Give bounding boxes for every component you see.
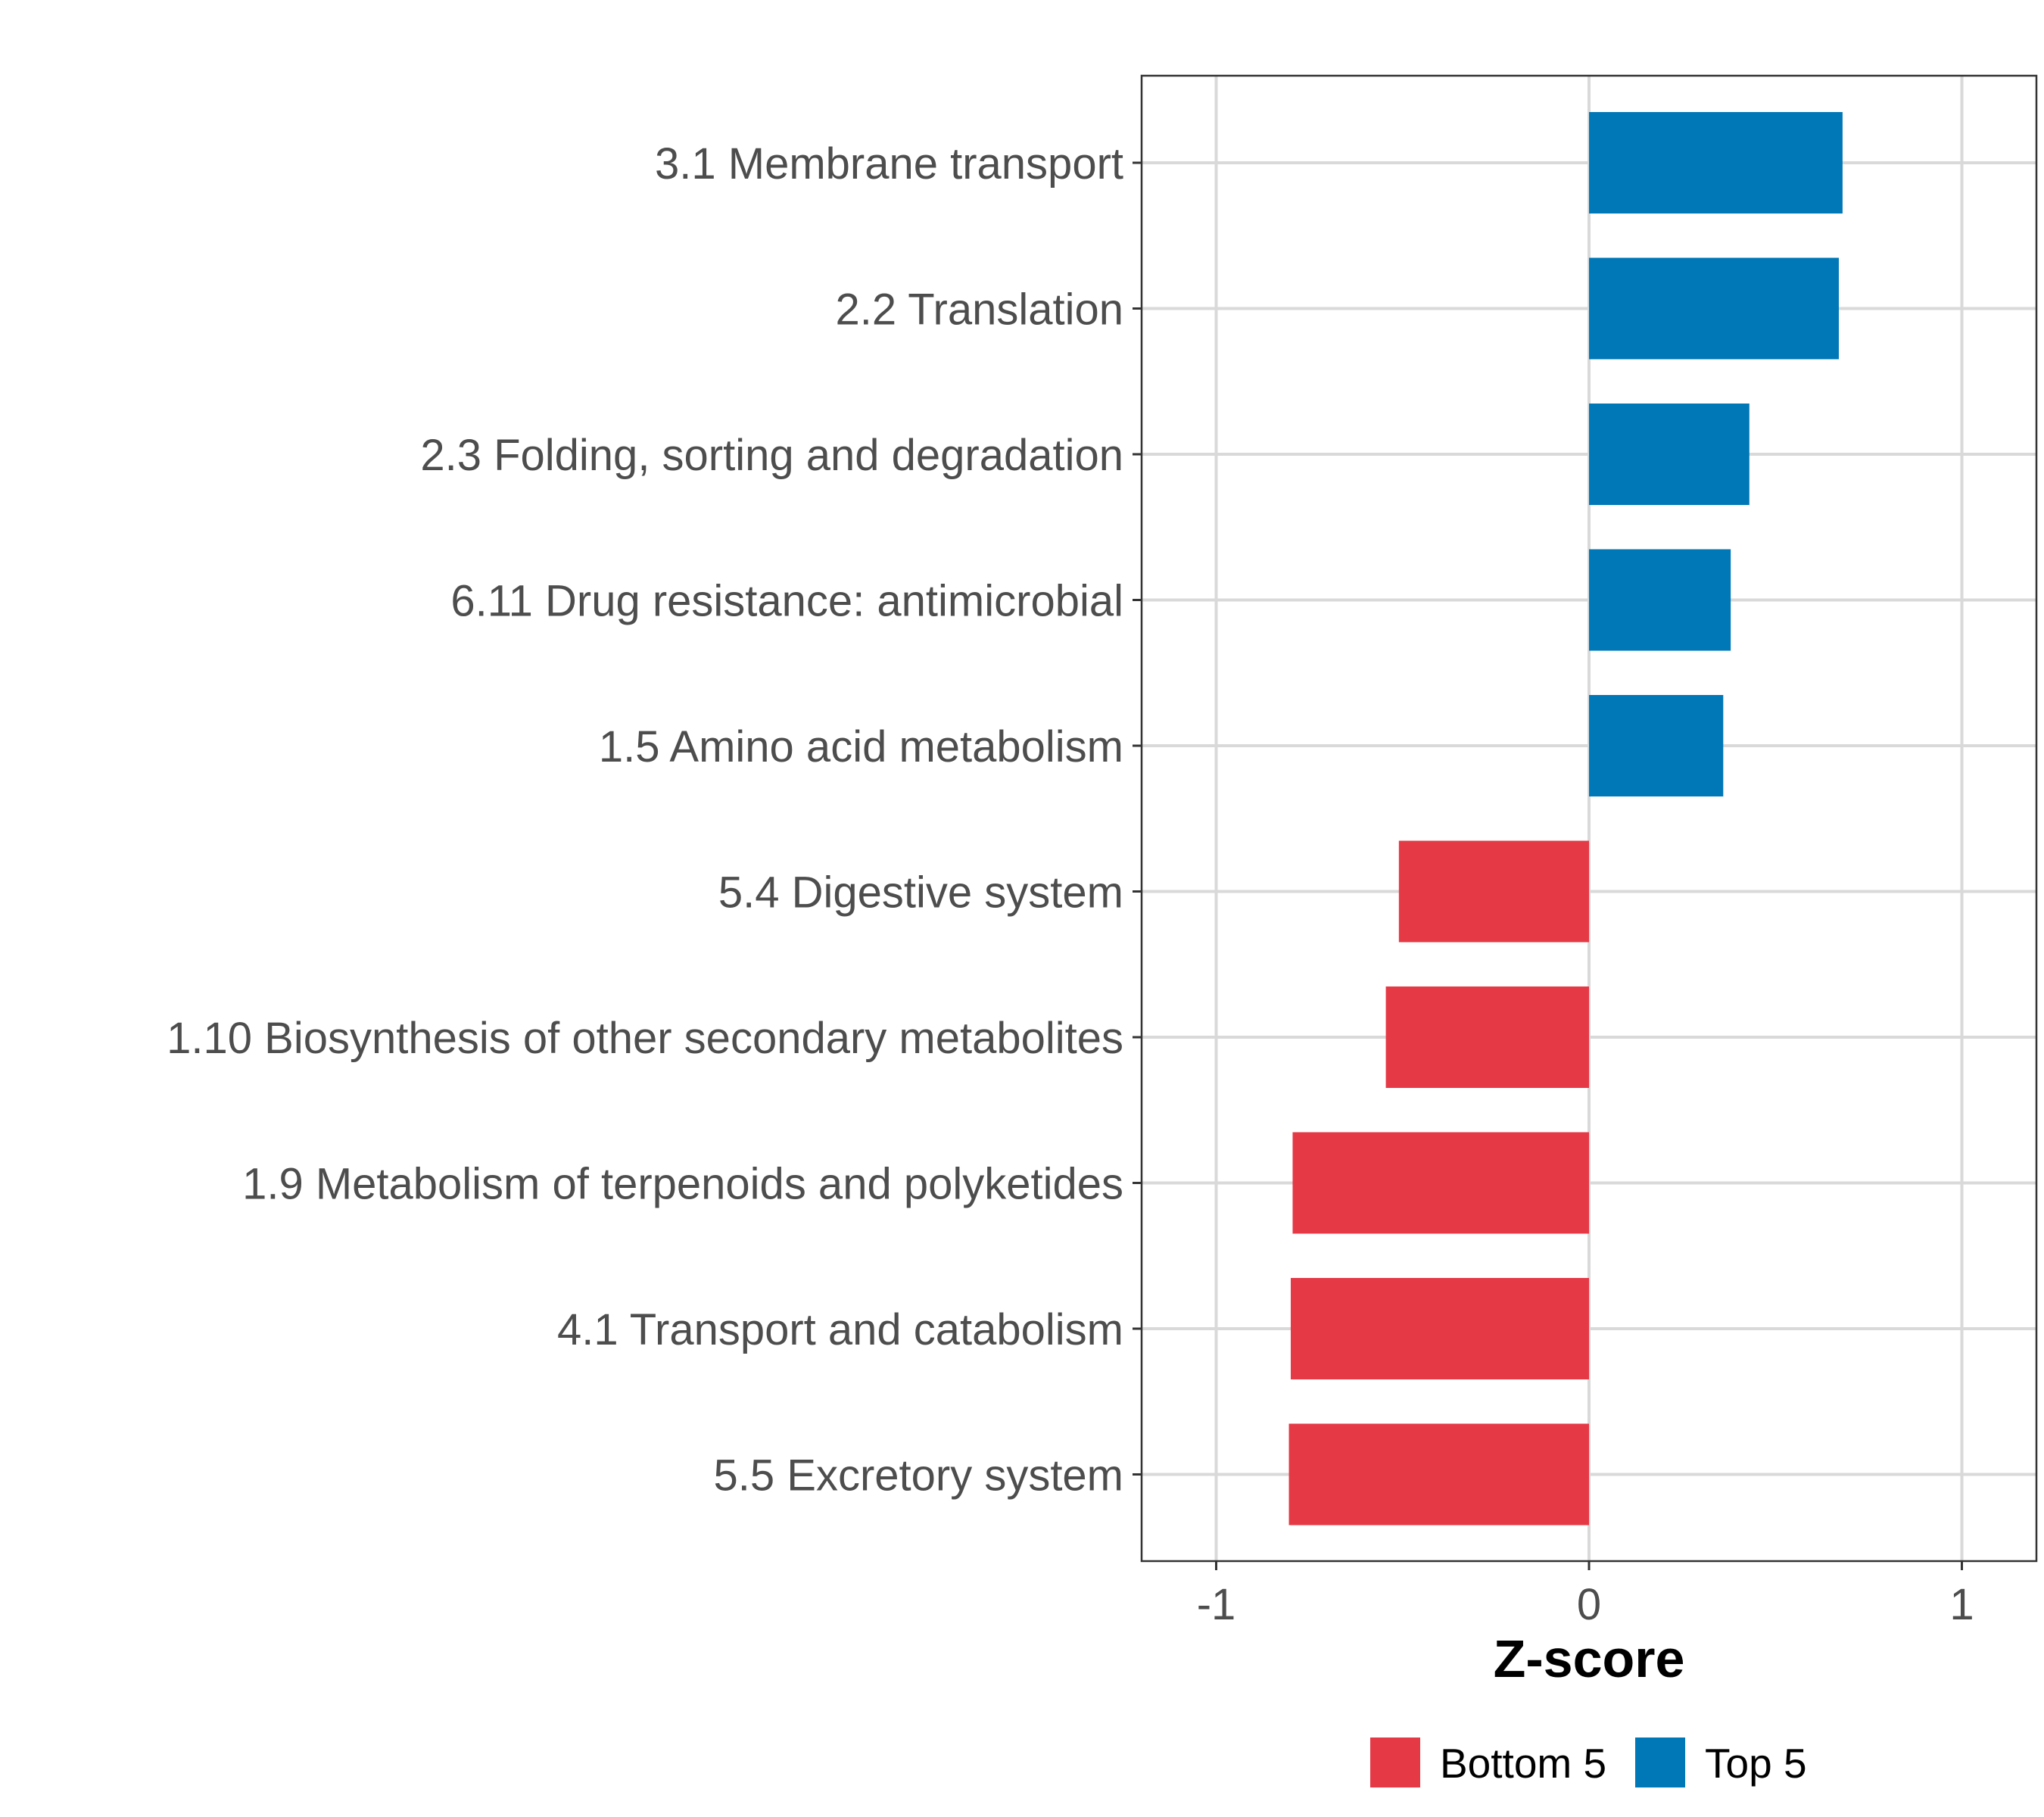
x-tick-label: -1 <box>1197 1580 1236 1629</box>
category-label: 1.9 Metabolism of terpenoids and polyket… <box>242 1160 1123 1209</box>
category-label: 1.5 Amino acid metabolism <box>599 722 1123 771</box>
bar-7 <box>1385 986 1589 1088</box>
category-label: 3.1 Membrane transport <box>655 139 1123 189</box>
legend: Bottom 5 Top 5 <box>1370 1738 1807 1787</box>
category-label: 1.10 Biosynthesis of other secondary met… <box>167 1014 1123 1063</box>
bar-9 <box>1291 1278 1589 1379</box>
bar-10 <box>1288 1423 1589 1526</box>
category-label: 5.5 Excretory system <box>714 1451 1123 1501</box>
legend-swatch-1 <box>1370 1738 1420 1787</box>
x-axis-title: Z-score <box>1494 1629 1685 1688</box>
bar-6 <box>1398 840 1589 943</box>
legend-label: Bottom 5 <box>1440 1740 1606 1787</box>
bar-3 <box>1589 404 1750 505</box>
bars <box>1288 112 1843 1526</box>
y-axis: 3.1 Membrane transport 2.2 Translation 2.3… <box>167 139 1142 1501</box>
legend-label: Top 5 <box>1705 1740 1807 1787</box>
bar-8 <box>1292 1132 1589 1234</box>
bar-2 <box>1589 257 1839 360</box>
category-label: 2.2 Translation <box>836 285 1123 335</box>
category-label: 2.3 Folding, sorting and degradation <box>420 431 1123 480</box>
bar-5 <box>1589 695 1724 796</box>
category-label: 5.4 Digestive system <box>718 868 1123 918</box>
legend-swatch-2 <box>1635 1738 1685 1787</box>
x-tick-label: 0 <box>1577 1580 1601 1629</box>
category-label: 4.1 Transport and catabolism <box>557 1305 1123 1354</box>
bar-4 <box>1589 549 1731 651</box>
x-tick-label: 1 <box>1949 1580 1974 1629</box>
category-label: 6.11 Drug resistance: antimicrobial <box>450 577 1123 626</box>
bar-1 <box>1589 112 1843 213</box>
x-axis: -1 0 1 <box>1197 1561 1974 1629</box>
